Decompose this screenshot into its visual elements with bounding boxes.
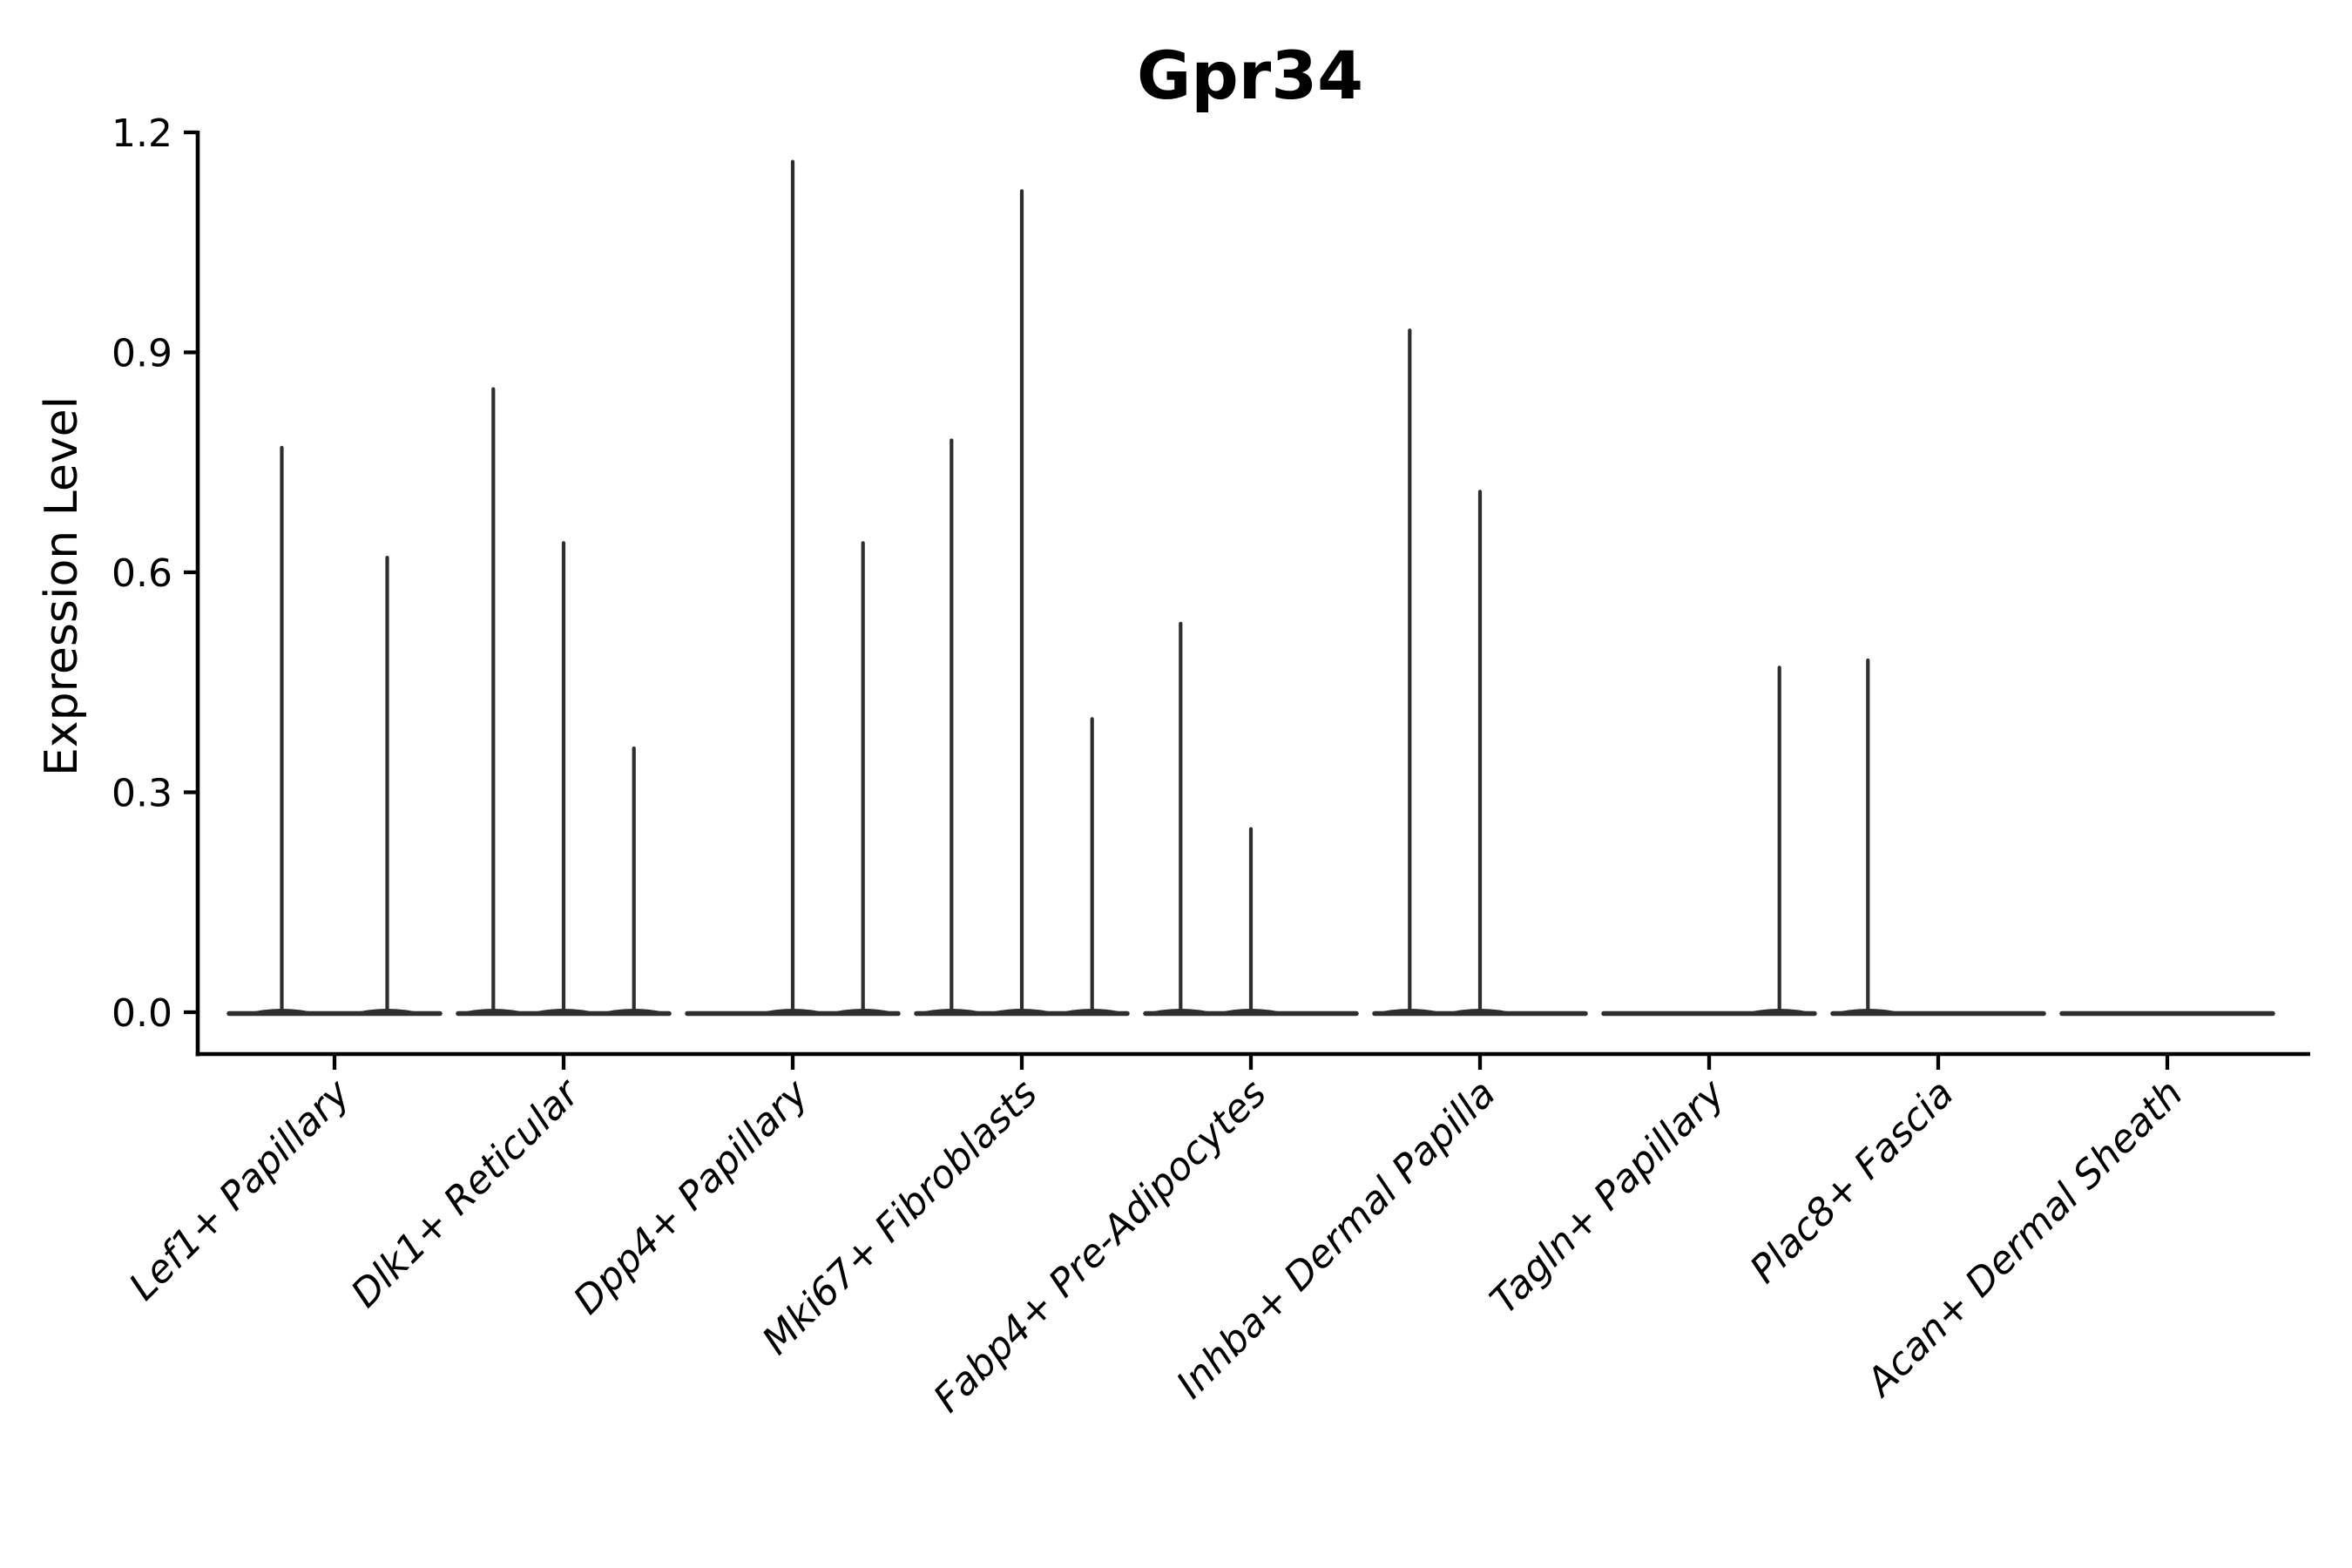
y-axis-label: Expression Level xyxy=(36,396,88,776)
x-tick-label: Dlk1+ Reticular xyxy=(342,1070,589,1316)
x-tick-label: Plac8+ Fascia xyxy=(1741,1071,1962,1292)
violins-layer xyxy=(226,159,2275,1017)
x-tick-label: Tagln+ Papillary xyxy=(1482,1071,1734,1322)
x-tick-label: Lef1+ Papillary xyxy=(121,1071,360,1309)
y-tick-label: 0.9 xyxy=(112,331,172,375)
y-tick-label: 1.2 xyxy=(112,112,172,156)
y-tick-label: 0.6 xyxy=(112,551,172,596)
x-tick-label: Dpp4+ Papillary xyxy=(565,1071,818,1323)
y-tick-label: 0.0 xyxy=(112,991,172,1036)
plot-title: Gpr34 xyxy=(1137,37,1363,114)
y-tick-label: 0.3 xyxy=(112,771,172,815)
